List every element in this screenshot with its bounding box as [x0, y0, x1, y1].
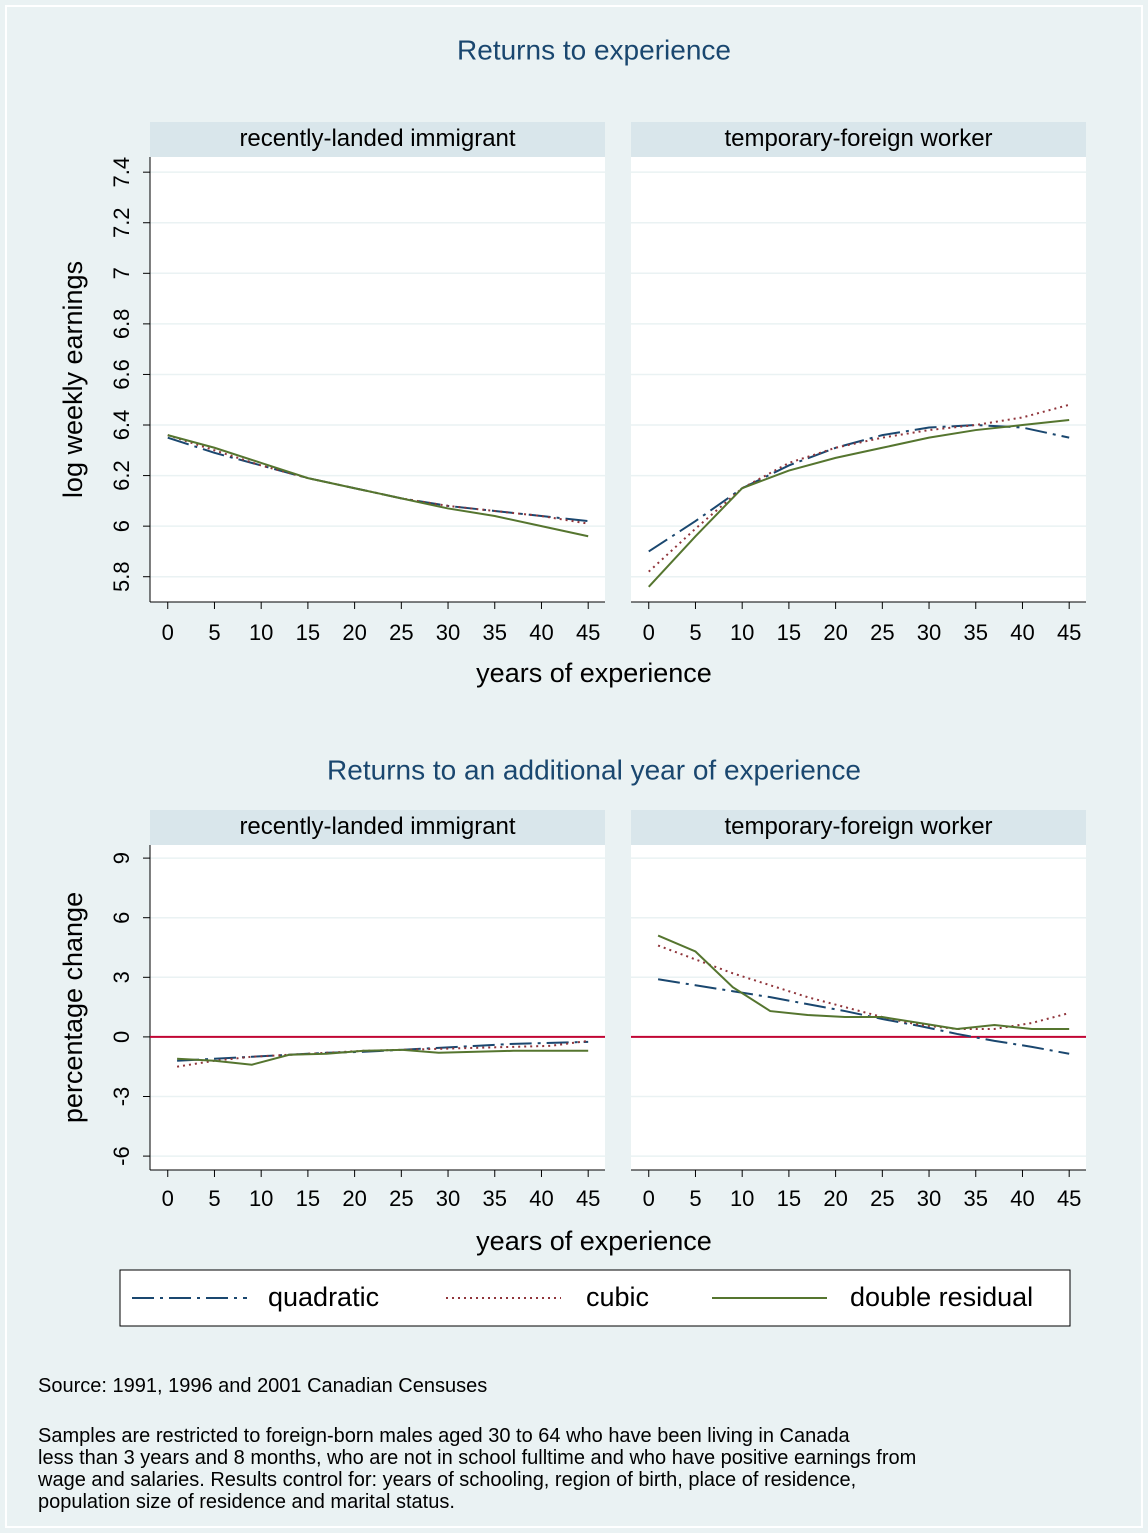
x-tick-label: 0 — [162, 620, 174, 645]
x-tick-label: 10 — [249, 620, 273, 645]
note-line: less than 3 years and 8 months, who are … — [38, 1447, 916, 1469]
y-tick-label: 6.6 — [109, 359, 134, 390]
x-tick-label: 20 — [342, 620, 366, 645]
series-line — [648, 424, 1070, 553]
chart-title: Returns to an additional year of experie… — [327, 754, 861, 785]
x-tick-label: 15 — [296, 1186, 320, 1211]
series-line — [167, 434, 589, 538]
note-line: population size of residence and marital… — [38, 1491, 455, 1513]
x-tick-label: 45 — [576, 1186, 600, 1211]
x-axis-title: years of experience — [476, 658, 712, 688]
x-tick-label: 15 — [777, 1186, 801, 1211]
series-line — [167, 434, 589, 525]
y-tick-label: 6.8 — [109, 309, 134, 340]
chart-title: Returns to experience — [457, 34, 731, 65]
y-tick-label: 9 — [109, 852, 134, 864]
x-tick-label: 40 — [1010, 1186, 1034, 1211]
series-line — [177, 1048, 589, 1066]
x-tick-label: 40 — [529, 1186, 553, 1211]
x-tick-label: 25 — [389, 1186, 413, 1211]
y-tick-label: 6 — [109, 520, 134, 532]
plot-area — [631, 157, 1086, 602]
x-tick-label: 15 — [296, 620, 320, 645]
y-tick-label: 6.4 — [109, 410, 134, 441]
series-line — [176, 1039, 589, 1068]
plot-area — [631, 845, 1086, 1170]
x-tick-label: 10 — [730, 1186, 754, 1211]
plot-area — [150, 157, 605, 602]
x-tick-label: 5 — [689, 1186, 701, 1211]
y-tick-label: 5.8 — [109, 561, 134, 592]
x-axis-title: years of experience — [476, 1226, 712, 1256]
x-tick-label: 10 — [249, 1186, 273, 1211]
legend-label: quadratic — [268, 1282, 379, 1312]
x-tick-label: 5 — [689, 620, 701, 645]
note-line: Samples are restricted to foreign-born m… — [38, 1425, 850, 1447]
y-tick-label: 7.4 — [109, 157, 134, 188]
x-tick-label: 45 — [576, 620, 600, 645]
x-tick-label: 20 — [823, 1186, 847, 1211]
legend-label: cubic — [586, 1282, 649, 1312]
y-tick-label: 7 — [109, 267, 134, 279]
x-tick-label: 5 — [208, 1186, 220, 1211]
y-tick-label: 6.2 — [109, 460, 134, 491]
panel-strip — [631, 810, 1086, 845]
x-tick-label: 35 — [483, 620, 507, 645]
series-line — [657, 944, 1070, 1030]
x-tick-label: 35 — [483, 1186, 507, 1211]
x-tick-label: 5 — [208, 620, 220, 645]
x-tick-label: 10 — [730, 620, 754, 645]
panel-strip — [150, 122, 605, 157]
x-tick-label: 30 — [917, 1186, 941, 1211]
y-axis-title: log weekly earnings — [58, 261, 88, 498]
x-tick-label: 35 — [964, 1186, 988, 1211]
x-tick-label: 45 — [1057, 1186, 1081, 1211]
x-tick-label: 15 — [777, 620, 801, 645]
panel-title: recently-landed immigrant — [239, 813, 515, 840]
y-tick-label: 6 — [109, 912, 134, 924]
x-tick-label: 0 — [643, 1186, 655, 1211]
frame — [5, 5, 1143, 1528]
panel-strip — [150, 810, 605, 845]
legend-label: double residual — [850, 1282, 1033, 1312]
y-tick-label: 0 — [109, 1031, 134, 1043]
x-tick-label: 45 — [1057, 620, 1081, 645]
note-source: Source: 1991, 1996 and 2001 Canadian Cen… — [38, 1375, 487, 1397]
x-tick-label: 0 — [162, 1186, 174, 1211]
panel-title: recently-landed immigrant — [239, 125, 515, 152]
series-line — [657, 934, 1070, 1030]
note-line: wage and salaries. Results control for: … — [37, 1469, 856, 1491]
x-tick-label: 20 — [342, 1186, 366, 1211]
panel-title: temporary-foreign worker — [724, 813, 992, 840]
panel-title: temporary-foreign worker — [724, 125, 992, 152]
y-tick-label: 3 — [109, 971, 134, 983]
x-tick-label: 25 — [389, 620, 413, 645]
legend-box — [119, 1269, 1071, 1327]
x-tick-label: 35 — [964, 620, 988, 645]
x-tick-label: 25 — [870, 620, 894, 645]
x-tick-label: 30 — [917, 620, 941, 645]
plot-area — [150, 845, 605, 1170]
x-tick-label: 30 — [436, 1186, 460, 1211]
y-tick-label: 7.2 — [109, 207, 134, 238]
series-line — [657, 978, 1070, 1055]
panel-strip — [631, 122, 1086, 157]
x-tick-label: 0 — [643, 620, 655, 645]
x-tick-label: 40 — [1010, 620, 1034, 645]
y-axis-title: percentage change — [58, 892, 88, 1123]
x-tick-label: 30 — [436, 620, 460, 645]
y-tick-label: -6 — [109, 1146, 134, 1166]
x-tick-label: 20 — [823, 620, 847, 645]
series-line — [648, 418, 1070, 588]
x-tick-label: 40 — [529, 620, 553, 645]
y-tick-label: -3 — [109, 1087, 134, 1107]
x-tick-label: 25 — [870, 1186, 894, 1211]
